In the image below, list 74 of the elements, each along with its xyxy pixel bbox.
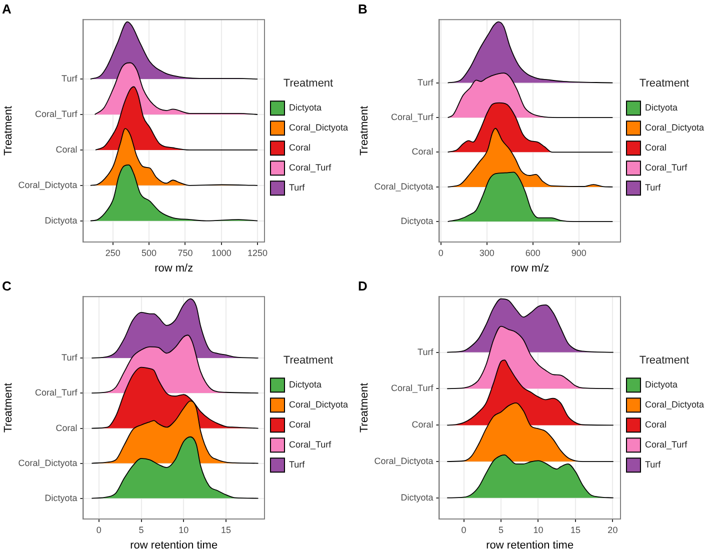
legend-label: Dictyota: [289, 102, 322, 113]
legend-label: Coral_Turf: [289, 162, 332, 173]
x-tick-label: 0: [96, 524, 102, 535]
x-tick-label: 10: [178, 524, 189, 535]
legend-title: Treatment: [639, 354, 690, 366]
y-axis-title: Treatment: [2, 106, 15, 156]
legend-title: Treatment: [639, 77, 690, 90]
y-axis-title: Treatment: [2, 382, 15, 433]
legend-label: Coral_Turf: [289, 440, 332, 450]
chart-title: D: [358, 278, 368, 294]
x-tick-label: 300: [479, 248, 494, 258]
x-tick-label: 600: [525, 248, 540, 258]
legend-label: Coral: [645, 420, 667, 430]
legend-label: Coral_Turf: [645, 440, 688, 450]
category-label: Coral_Dictyota: [374, 456, 434, 466]
category-label: Coral_Turf: [391, 112, 434, 122]
category-label: Coral: [56, 144, 78, 154]
legend-label: Dictyota: [289, 380, 322, 390]
legend-label: Turf: [645, 460, 662, 470]
legend-label: Coral_Dictyota: [289, 122, 348, 133]
x-tick-label: 250: [105, 248, 120, 258]
legend-label: Coral: [289, 142, 311, 153]
x-axis-title: row retention time: [486, 539, 574, 552]
category-label: Coral: [412, 420, 434, 430]
x-tick-label: 15: [570, 524, 580, 535]
x-tick-label: 0: [461, 524, 466, 535]
x-tick-label: 500: [142, 248, 157, 258]
category-label: Coral_Turf: [35, 108, 78, 119]
legend-label: Coral_Dictyota: [645, 400, 704, 410]
legend-label: Dictyota: [645, 380, 678, 390]
legend-label: Coral_Turf: [645, 162, 688, 173]
legend-label: Coral_Dictyota: [289, 400, 348, 410]
y-axis-title: Treatment: [358, 106, 371, 156]
legend-label: Coral: [289, 420, 311, 430]
category-label: Coral: [56, 422, 78, 433]
x-tick-label: 5: [498, 524, 504, 535]
legend-label: Coral_Dictyota: [645, 122, 704, 133]
category-label: Coral: [412, 146, 434, 157]
legend-title: Treatment: [283, 354, 334, 366]
category-label: Coral_Dictyota: [18, 180, 78, 190]
category-label: Turf: [62, 74, 78, 84]
category-label: Dictyota: [44, 215, 78, 226]
category-label: Turf: [418, 77, 434, 88]
x-axis-title: row m/z: [510, 262, 550, 274]
chart-title: C: [2, 278, 12, 294]
category-label: Turf: [418, 346, 434, 357]
category-label: Coral_Turf: [391, 383, 434, 394]
legend-label: Dictyota: [645, 102, 678, 113]
legend-label: Turf: [645, 182, 662, 193]
x-tick-label: 1000: [211, 248, 232, 258]
x-tick-label: 15: [221, 524, 232, 535]
x-tick-label: 750: [178, 248, 193, 258]
legend-title: Treatment: [283, 77, 334, 90]
x-tick-label: 5: [138, 524, 144, 535]
category-label: Dictyota: [400, 216, 434, 226]
chart-title: B: [358, 1, 368, 16]
x-axis-title: row retention time: [130, 539, 218, 552]
x-tick-label: 900: [571, 248, 586, 258]
x-tick-label: 1250: [248, 248, 268, 258]
category-label: Coral_Dictyota: [18, 458, 78, 468]
x-tick-label: 10: [533, 524, 544, 535]
x-axis-title: row m/z: [154, 262, 194, 274]
legend-label: Coral: [645, 142, 667, 153]
category-label: Dictyota: [44, 492, 78, 503]
category-label: Coral_Dictyota: [374, 181, 434, 192]
y-axis-title: Treatment: [358, 382, 371, 433]
category-label: Coral_Turf: [35, 388, 78, 398]
category-label: Turf: [62, 352, 78, 363]
x-tick-label: 20: [608, 524, 618, 535]
category-label: Dictyota: [400, 492, 434, 502]
legend-label: Turf: [289, 182, 306, 193]
x-tick-label: 0: [438, 248, 444, 258]
chart-title: A: [2, 1, 12, 16]
legend-label: Turf: [289, 460, 306, 470]
